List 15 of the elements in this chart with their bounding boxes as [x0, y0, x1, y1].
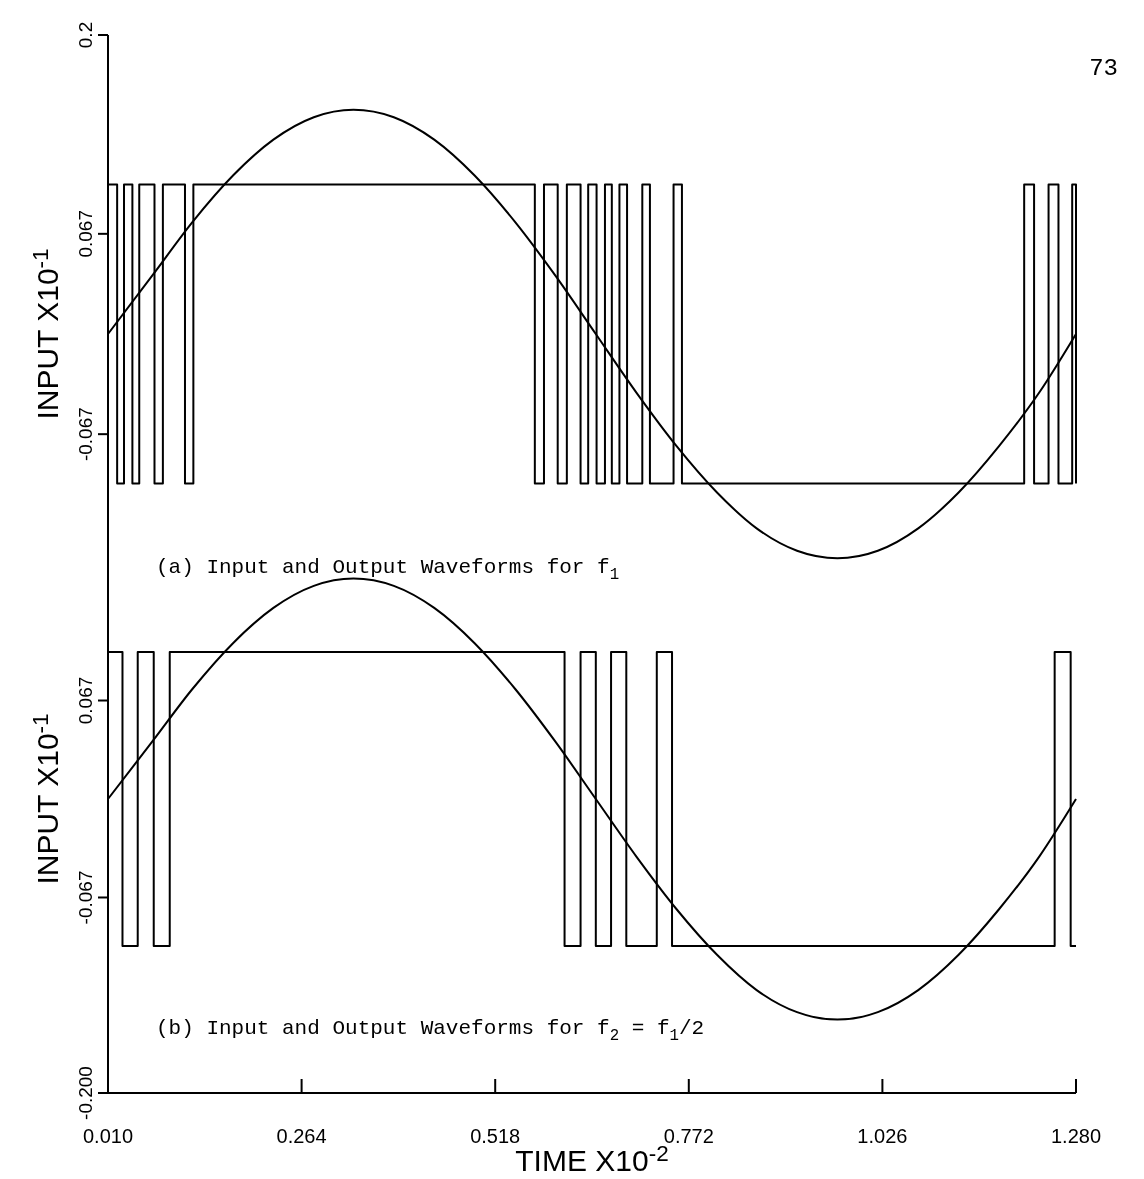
- x-tick-label: 0.010: [82, 1125, 134, 1147]
- x-tick-label: 0.518: [470, 1125, 521, 1147]
- x-tick-label: 1.280: [1050, 1125, 1102, 1147]
- x-tick-label: 0.772: [663, 1125, 714, 1147]
- y-tick-label: 0.067: [75, 676, 96, 725]
- y-tick-label: 0.067: [75, 210, 96, 258]
- text: 73: [1089, 55, 1118, 82]
- y-tick-label: -0.067: [75, 407, 96, 462]
- text: (b) Input and Output Waveforms for f$_{2}$ = f$_{1}$/2: [156, 1017, 705, 1045]
- x-tick-label: 1.026: [857, 1125, 908, 1147]
- y-tick-label: -0.200: [75, 1066, 96, 1120]
- x-tick-label: 0.264: [276, 1125, 327, 1147]
- y-tick-label: -0.067: [75, 870, 96, 925]
- y-tick-label: 0.2: [75, 21, 96, 49]
- text: (a) Input and Output Waveforms for f$_{1}$: [156, 556, 620, 584]
